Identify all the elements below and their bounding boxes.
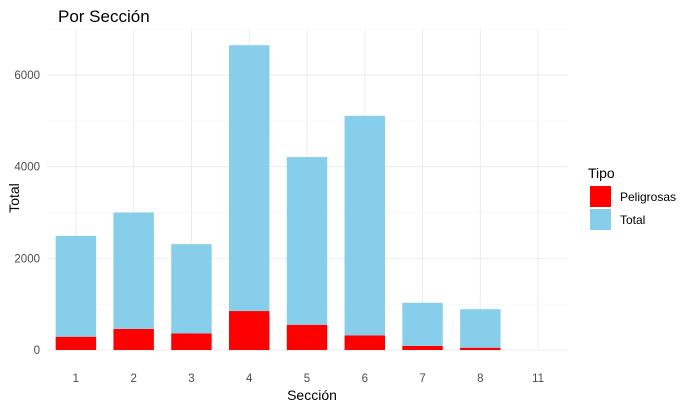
legend-label-peligrosas: Peligrosas [620,190,676,204]
x-axis-title: Sección [287,387,337,403]
x-tick-label: 1 [73,373,79,385]
x-tick-label: 2 [130,373,136,385]
x-tick-label: 3 [188,373,194,385]
legend: Tipo Peligrosas Total [588,165,676,230]
bars [55,45,501,350]
bar-peligrosas-4 [229,311,270,350]
bar-total-5 [286,157,328,325]
chart-title: Por Sección [58,7,150,26]
bar-peligrosas-5 [286,324,328,350]
bar-peligrosas-3 [171,333,212,350]
x-tick-labels: 1 2 3 4 5 6 7 8 11 [73,373,544,385]
x-tick-label: 11 [532,373,544,385]
bar-total-3 [171,244,212,334]
bar-peligrosas-2 [113,328,154,350]
bar-total-2 [113,212,154,329]
legend-key-total [590,209,611,230]
legend-label-total: Total [620,213,645,227]
y-axis-title: Total [6,183,22,213]
x-tick-label: 4 [246,373,253,385]
bar-peligrosas-8 [460,347,501,350]
bar-total-4 [229,45,270,312]
bar-total-6 [344,115,385,336]
bar-total-1 [55,235,97,337]
x-tick-label: 8 [477,373,483,385]
y-tick-label: 0 [34,345,40,357]
x-tick-label: 5 [304,373,310,385]
bar-total-8 [460,309,501,348]
bar-total-7 [402,302,443,346]
y-tick-label: 6000 [14,70,40,82]
bar-peligrosas-1 [55,336,97,350]
y-tick-label: 2000 [14,253,40,265]
legend-title: Tipo [588,165,615,181]
x-tick-label: 7 [419,373,425,385]
bar-peligrosas-7 [402,345,443,350]
y-tick-labels: 0 2000 4000 6000 [14,70,40,357]
bar-peligrosas-6 [344,335,385,350]
legend-key-peligrosas [590,186,611,207]
x-tick-label: 6 [362,373,368,385]
y-tick-label: 4000 [14,162,40,174]
